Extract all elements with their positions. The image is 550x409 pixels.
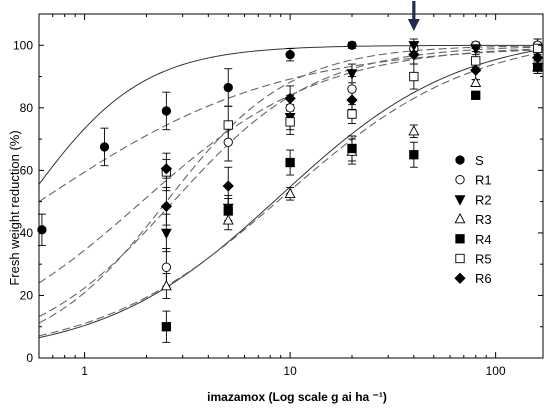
y-tick-label: 0 (26, 351, 33, 365)
axes: 0 20 40 60 80 100 1 10 100 (13, 13, 544, 378)
legend-marker-s (455, 155, 465, 165)
y-axis-title: Fresh weight reduction (%) (7, 130, 22, 285)
curve-r1 (38, 45, 544, 324)
point-s (223, 82, 233, 93)
point-r5 (285, 117, 295, 127)
point-r2 (470, 44, 482, 55)
legend-marker-r1 (455, 175, 465, 185)
y-tick-label: 80 (20, 101, 34, 115)
y-tick-label: 100 (13, 38, 33, 52)
point-r1 (223, 137, 233, 147)
legend-marker-r4 (455, 234, 465, 244)
point-r5 (347, 109, 357, 119)
legend-label-r3: R3 (475, 212, 492, 227)
plot-frame (38, 13, 544, 359)
legend-label-s: S (475, 153, 484, 168)
data-points (37, 40, 544, 332)
point-r4 (409, 150, 419, 160)
point-r6 (284, 92, 296, 105)
arrow-down-icon (407, 19, 420, 31)
point-s (99, 142, 110, 152)
point-r4 (161, 322, 172, 332)
x-axis-title: imazamox (Log scale g ai ha ⁻¹) (207, 390, 387, 404)
point-r2 (408, 41, 420, 52)
point-r6 (222, 180, 234, 192)
point-r5 (223, 120, 233, 130)
legend-label-r5: R5 (475, 252, 492, 267)
legend-marker-r3 (454, 212, 466, 224)
point-r5 (471, 56, 481, 66)
point-s (285, 50, 295, 60)
legend: S R1 R2 R3 R4 R5 R6 (454, 153, 492, 286)
annotations (407, 1, 420, 31)
point-r2 (160, 228, 172, 240)
point-r3 (160, 279, 172, 291)
point-r1 (161, 262, 172, 272)
legend-label-r6: R6 (475, 271, 492, 286)
curve-r2 (38, 46, 544, 318)
point-r6 (346, 94, 358, 106)
x-tick-label: 10 (283, 364, 297, 378)
curve-r3 (38, 48, 544, 339)
point-s (37, 225, 47, 235)
x-tick-label: 1 (81, 364, 88, 378)
point-r6 (408, 49, 420, 61)
legend-label-r1: R1 (475, 173, 492, 188)
point-r6 (160, 163, 173, 175)
point-s (161, 106, 172, 116)
point-r2 (346, 69, 358, 80)
point-r6 (531, 52, 544, 64)
point-r4 (223, 206, 233, 216)
point-r4 (285, 157, 295, 168)
y-tick-label: 20 (20, 288, 34, 302)
point-r3 (284, 187, 296, 198)
legend-label-r2: R2 (475, 192, 492, 207)
point-r4 (347, 143, 357, 154)
point-r6 (470, 64, 482, 76)
point-r3 (470, 76, 482, 87)
point-r6 (160, 200, 173, 212)
point-s (347, 40, 357, 50)
legend-label-r4: R4 (475, 232, 492, 247)
point-r3 (222, 214, 234, 225)
legend-marker-r5 (455, 253, 465, 264)
point-r4 (532, 62, 543, 72)
y-tick-label: 60 (20, 163, 34, 177)
point-r1 (285, 103, 295, 113)
point-r5 (409, 71, 419, 82)
point-r3 (408, 125, 420, 136)
y-tick-label: 40 (20, 226, 34, 240)
legend-marker-r6 (454, 272, 466, 284)
point-r1 (347, 84, 357, 94)
curve-r5 (38, 49, 544, 203)
legend-marker-r2 (454, 195, 466, 206)
x-tick-label: 100 (486, 364, 506, 378)
point-r4 (471, 90, 481, 100)
